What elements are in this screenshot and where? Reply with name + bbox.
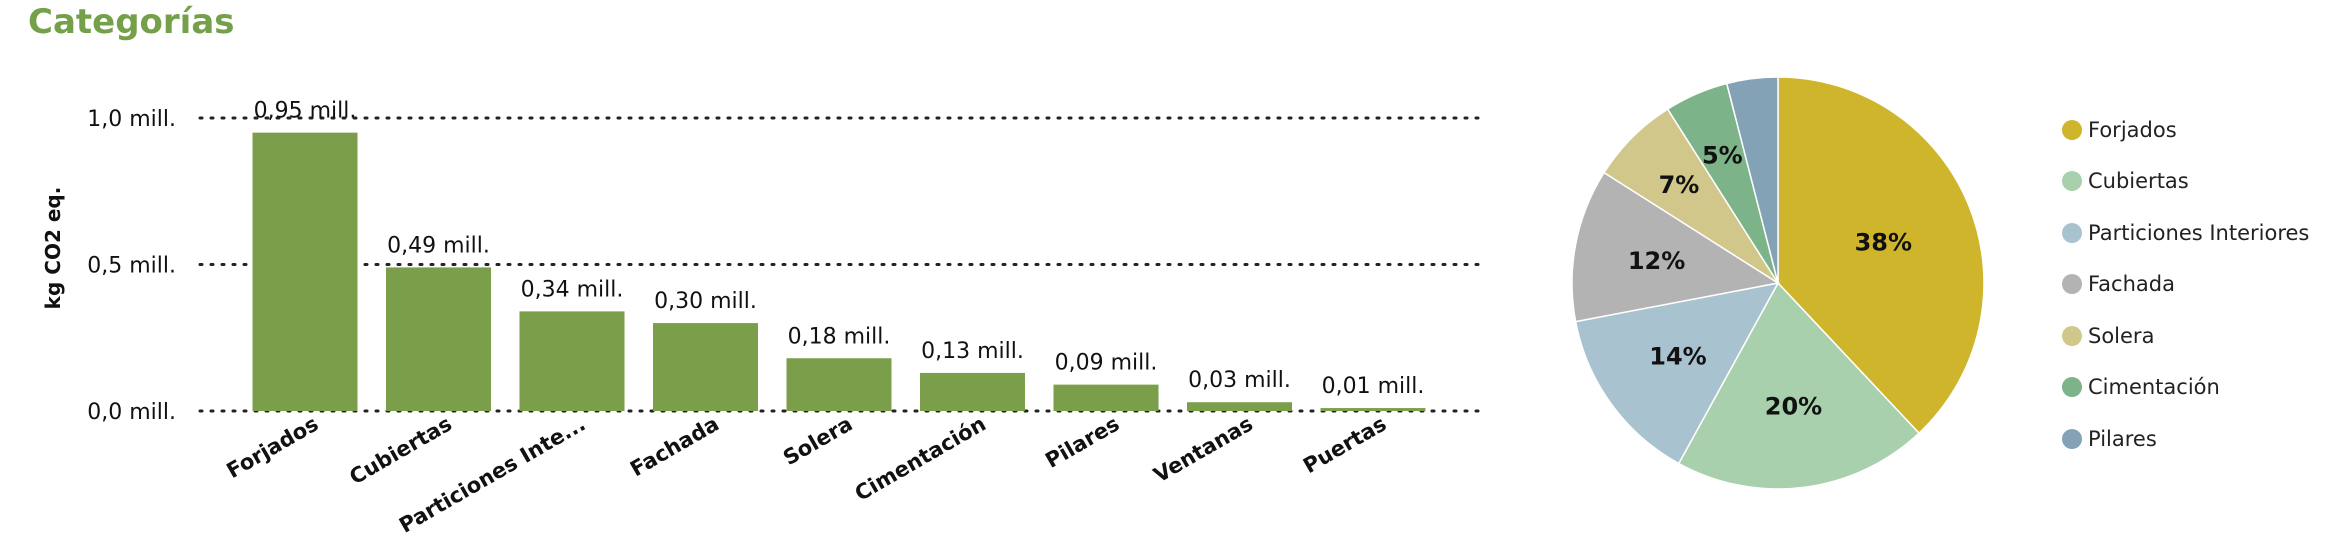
section-title: Categorías (28, 2, 235, 42)
x-tick-label: Forjados (223, 412, 323, 484)
legend-swatch (2062, 325, 2082, 346)
x-tick-label: Pilares (1041, 412, 1123, 473)
bar (1053, 384, 1159, 411)
legend-item: Particiones Interiores (2062, 207, 2309, 259)
legend-label: Forjados (2088, 117, 2177, 142)
bar-data-label: 0,30 mill. (654, 289, 757, 314)
x-tick-label: Puertas (1299, 412, 1390, 479)
bar-data-label: 0,13 mill. (921, 339, 1024, 364)
legend-item: Fachada (2062, 259, 2309, 311)
pie-chart: 38% 20% 14% 12% 7%5% (1571, 76, 1985, 490)
pie-slice (1777, 76, 1985, 435)
legend-swatch (2062, 171, 2082, 192)
pie-slice-label: 7% (1659, 171, 1700, 199)
bar (786, 358, 892, 411)
y-tick-label: 0,5 mill. (87, 254, 176, 279)
bar-chart: 0,0 mill. 0,5 mill. 1,0 mill. kg CO2 eq. 0,9… (41, 99, 1487, 538)
bar-data-label: 0,95 mill. (254, 99, 357, 124)
bar (386, 267, 491, 411)
legend-item: Cubiertas (2062, 156, 2309, 208)
legend-swatch (2062, 377, 2082, 398)
legend-label: Cubiertas (2088, 169, 2189, 194)
legend-label: Fachada (2088, 272, 2175, 297)
bar (1320, 408, 1426, 411)
legend-swatch (2062, 222, 2082, 243)
legend-label: Particiones Interiores (2088, 220, 2310, 245)
pie-slice-label: 12% (1628, 247, 1685, 275)
legend-swatch (2062, 119, 2082, 140)
y-tick-label: 1,0 mill. (87, 107, 176, 132)
bar (1187, 402, 1292, 411)
legend-label: Cimentación (2088, 375, 2220, 400)
x-tick-label: Ventanas (1150, 412, 1257, 488)
x-tick-label: Cubiertas (345, 412, 456, 490)
bar-data-label: 0,09 mill. (1055, 351, 1158, 376)
bar (252, 132, 358, 411)
bar-data-label: 0,49 mill. (387, 233, 490, 258)
legend-item: Pilares (2062, 413, 2309, 465)
bar (920, 372, 1025, 411)
legend-swatch (2062, 274, 2082, 295)
legend-item: Cimentación (2062, 362, 2309, 414)
x-tick-label: Solera (779, 412, 856, 471)
bar (653, 323, 758, 411)
bar (519, 311, 625, 411)
legend-item: Solera (2062, 310, 2309, 362)
pie-legend: Forjados Cubiertas Particiones Interiores F… (2062, 104, 2309, 465)
pie-slice-label: 38% (1855, 228, 1912, 256)
pie-slice (1677, 281, 1921, 490)
pie-slice (1571, 171, 1781, 323)
y-tick-label: 0,0 mill. (87, 400, 176, 425)
legend-swatch (2062, 428, 2082, 449)
legend-label: Pilares (2088, 426, 2157, 451)
legend-item: Forjados (2062, 104, 2309, 156)
x-tick-label: Fachada (626, 412, 723, 482)
bar-data-label: 0,03 mill. (1188, 368, 1291, 393)
pie-slice-label: 5% (1702, 141, 1743, 169)
pie-slice-label: 20% (1765, 393, 1822, 421)
y-axis-label: kg CO2 eq. (41, 187, 65, 310)
pie-slice-label: 14% (1649, 343, 1706, 371)
bar-data-label: 0,01 mill. (1322, 374, 1425, 399)
pie-slice (1574, 281, 1780, 465)
x-tick-label: Cimentación (851, 412, 990, 506)
legend-label: Solera (2088, 323, 2155, 348)
bar-data-label: 0,34 mill. (521, 277, 624, 302)
pie-slice (1725, 76, 1779, 284)
bar-data-label: 0,18 mill. (788, 324, 891, 349)
